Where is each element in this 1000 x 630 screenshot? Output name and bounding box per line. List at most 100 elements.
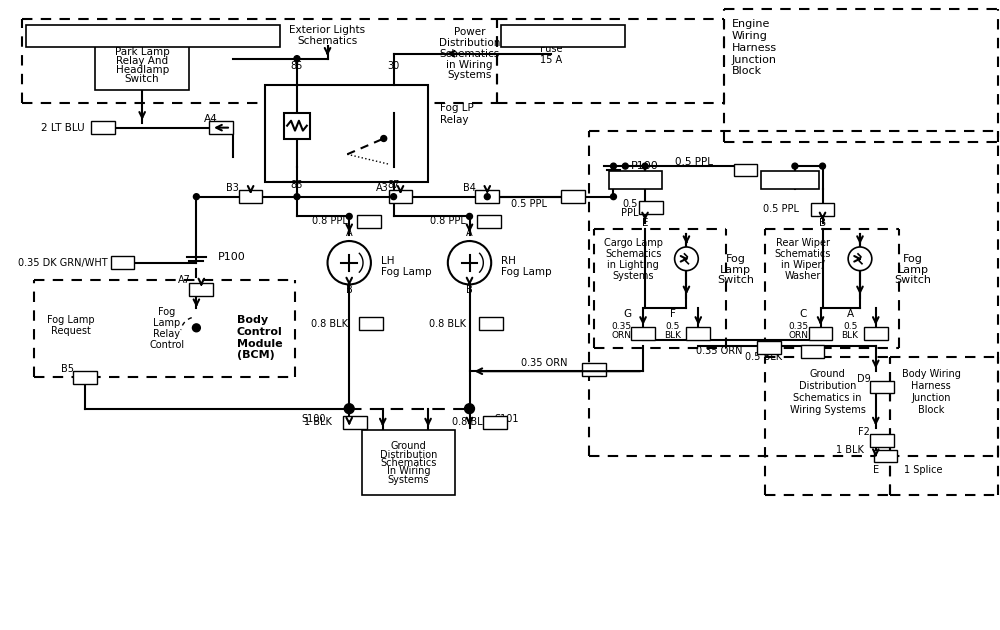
- Text: Cargo Lamp: Cargo Lamp: [604, 238, 663, 248]
- Text: FOG LPS: FOG LPS: [531, 33, 572, 43]
- Text: in Wiper/: in Wiper/: [781, 260, 825, 270]
- Text: Fog Lamp: Fog Lamp: [47, 315, 95, 325]
- Text: 150: 150: [346, 418, 364, 428]
- Text: C1: C1: [215, 123, 227, 133]
- Text: 34: 34: [816, 205, 829, 214]
- Text: BLK: BLK: [842, 331, 859, 340]
- Text: 0.8 BLK: 0.8 BLK: [429, 319, 466, 329]
- Text: Control: Control: [149, 340, 184, 350]
- Circle shape: [611, 163, 616, 169]
- Text: 0.35: 0.35: [611, 323, 631, 331]
- Bar: [686, 328, 710, 340]
- Text: RH: RH: [501, 256, 516, 266]
- Text: Fog: Fog: [903, 254, 923, 264]
- Text: F: F: [670, 309, 676, 319]
- Text: Rear Wiper: Rear Wiper: [776, 238, 830, 248]
- Bar: [389, 190, 412, 203]
- Bar: [359, 318, 383, 330]
- Circle shape: [848, 247, 872, 271]
- Text: 0.35 DK GRN/WHT: 0.35 DK GRN/WHT: [18, 258, 108, 268]
- Text: Schematics in: Schematics in: [793, 393, 862, 403]
- Circle shape: [675, 247, 698, 271]
- Text: LH: LH: [381, 256, 394, 266]
- Text: 0.5 PPL: 0.5 PPL: [763, 205, 799, 214]
- Text: Relay And: Relay And: [116, 56, 168, 66]
- Text: 1850: 1850: [873, 451, 898, 461]
- Circle shape: [820, 163, 825, 169]
- Bar: [811, 203, 834, 216]
- Bar: [582, 363, 606, 375]
- Bar: [239, 190, 262, 203]
- Text: P100: P100: [218, 252, 246, 262]
- Text: Systems: Systems: [612, 270, 654, 280]
- Text: B5: B5: [61, 364, 74, 374]
- Text: Lamp: Lamp: [898, 265, 929, 275]
- Text: 192: 192: [812, 329, 829, 338]
- Bar: [475, 190, 499, 203]
- Text: Control: Control: [237, 327, 283, 337]
- Text: 150: 150: [362, 319, 380, 329]
- Bar: [91, 121, 115, 134]
- Text: A4: A4: [204, 114, 218, 123]
- Text: 15 A: 15 A: [540, 55, 562, 65]
- Bar: [864, 328, 888, 340]
- Text: S100: S100: [301, 413, 326, 423]
- Text: 0.8 BLK: 0.8 BLK: [452, 418, 489, 428]
- Bar: [95, 41, 189, 90]
- Text: in Lighting: in Lighting: [607, 260, 659, 270]
- Text: ORN: ORN: [611, 331, 631, 340]
- Text: Hot At All Times: Hot At All Times: [522, 31, 605, 41]
- Text: Lamp: Lamp: [153, 318, 180, 328]
- Bar: [111, 256, 134, 269]
- Text: Harness: Harness: [732, 43, 777, 53]
- Text: C1: C1: [244, 192, 257, 202]
- Text: Block: Block: [732, 66, 762, 76]
- Text: 34: 34: [739, 165, 752, 175]
- Text: BLK: BLK: [664, 331, 681, 340]
- Text: 0.35: 0.35: [789, 323, 809, 331]
- Circle shape: [344, 404, 354, 414]
- Bar: [801, 345, 824, 358]
- Text: C: C: [799, 309, 806, 319]
- Text: D9: D9: [857, 374, 871, 384]
- Bar: [189, 283, 213, 295]
- Text: Wiring Systems: Wiring Systems: [790, 404, 865, 415]
- Bar: [357, 215, 381, 227]
- Text: Relay: Relay: [153, 329, 180, 339]
- Bar: [874, 450, 897, 462]
- Text: ORN: ORN: [789, 331, 809, 340]
- Text: G: G: [623, 309, 631, 319]
- Circle shape: [611, 193, 616, 200]
- Text: (BCM): (BCM): [237, 350, 275, 360]
- Text: S101: S101: [494, 413, 519, 423]
- Text: A: A: [847, 309, 854, 319]
- Circle shape: [294, 55, 300, 62]
- Text: F2: F2: [858, 427, 870, 437]
- Text: 1850: 1850: [687, 329, 710, 338]
- Text: Systems: Systems: [447, 71, 492, 81]
- Text: C1: C1: [875, 435, 888, 445]
- Text: Fog Lamp: Fog Lamp: [381, 266, 431, 277]
- Text: Schematics: Schematics: [605, 249, 661, 259]
- Bar: [209, 121, 233, 134]
- Text: C2: C2: [195, 284, 208, 294]
- Circle shape: [381, 135, 387, 142]
- Text: 1850: 1850: [864, 329, 887, 338]
- Text: 0.5 PPL: 0.5 PPL: [511, 198, 547, 209]
- Text: 1 Splice: 1 Splice: [904, 465, 942, 475]
- Text: 0.5 PPL: 0.5 PPL: [675, 157, 713, 167]
- Text: Lamp: Lamp: [720, 265, 751, 275]
- Text: Harness: Harness: [911, 381, 951, 391]
- Text: Park Lamp: Park Lamp: [115, 47, 170, 57]
- Text: B: B: [466, 285, 473, 295]
- Circle shape: [465, 404, 474, 414]
- Text: Junction: Junction: [911, 393, 951, 403]
- Text: 1 BLK: 1 BLK: [304, 418, 332, 428]
- Bar: [639, 201, 663, 214]
- Circle shape: [448, 241, 491, 284]
- Bar: [73, 370, 97, 384]
- Text: Hot With Park Lamps And HEADLAMPS On: Hot With Park Lamps And HEADLAMPS On: [44, 31, 262, 41]
- Bar: [809, 328, 832, 340]
- Text: A3: A3: [376, 183, 389, 193]
- Text: 150: 150: [486, 418, 504, 428]
